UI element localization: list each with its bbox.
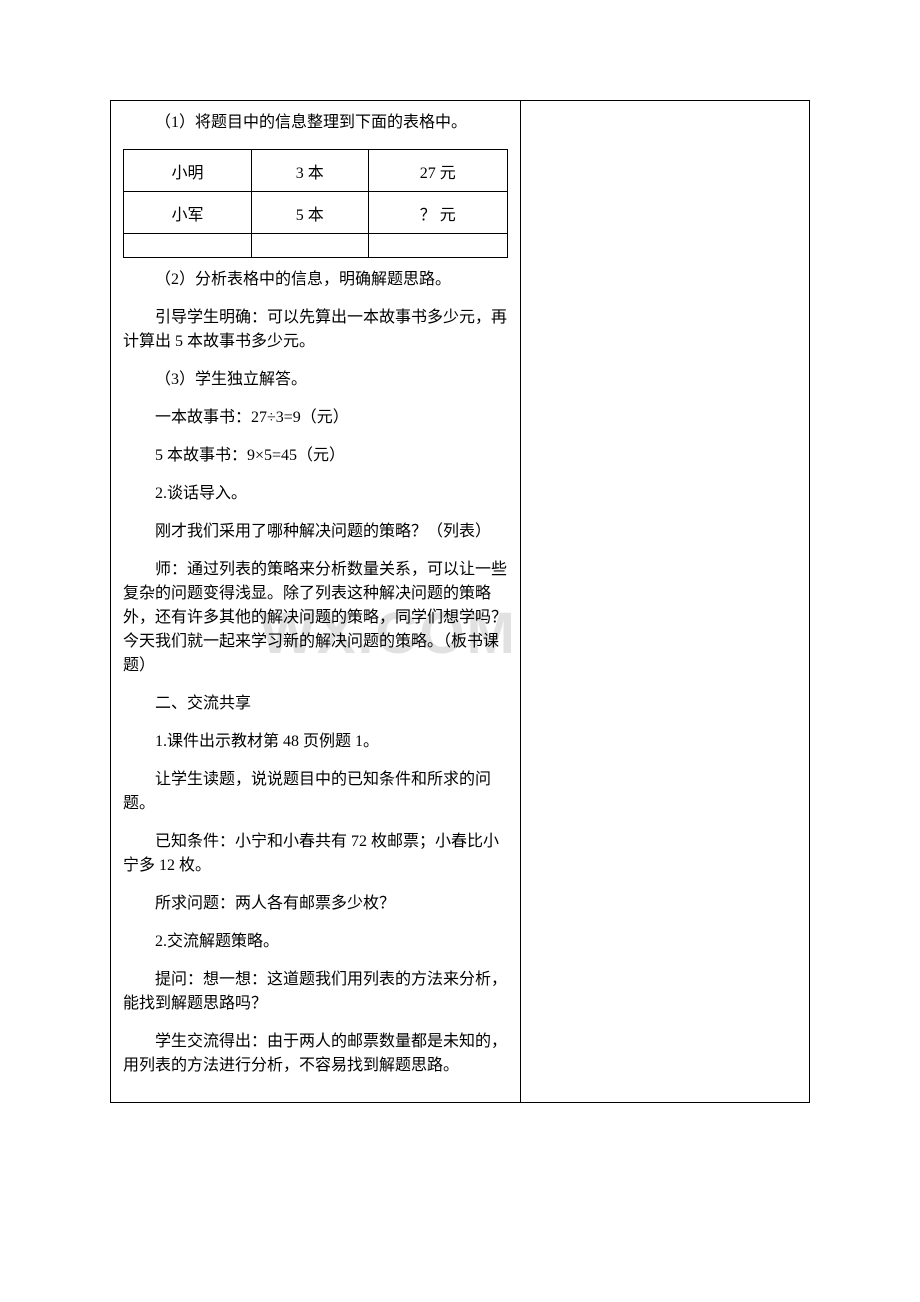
table-row: 小军 5 本 ？ 元 xyxy=(124,192,508,234)
table-cell: 小明 xyxy=(124,150,252,192)
table-cell: 5 本 xyxy=(252,192,369,234)
table-row xyxy=(124,234,508,258)
table-row: 小明 3 本 27 元 xyxy=(124,150,508,192)
page-container: WX.COM （1）将题目中的信息整理到下面的表格中。 小明 3 本 27 元 … xyxy=(0,0,920,1163)
paragraph-6: 5 本故事书：9×5=45（元） xyxy=(123,444,508,468)
paragraph-16: 提问：想一想：这道题我们用列表的方法来分析，能找到解题思路吗？ xyxy=(123,968,508,1016)
paragraph-17: 学生交流得出：由于两人的邮票数量都是未知的，用列表的方法进行分析，不容易找到解题… xyxy=(123,1030,508,1078)
right-empty-cell xyxy=(521,101,809,1102)
info-table: 小明 3 本 27 元 小军 5 本 ？ 元 xyxy=(123,149,508,258)
paragraph-14: 所求问题：两人各有邮票多少枚？ xyxy=(123,892,508,916)
table-cell xyxy=(252,234,369,258)
main-content-cell: （1）将题目中的信息整理到下面的表格中。 小明 3 本 27 元 小军 5 本 … xyxy=(111,101,521,1102)
paragraph-13: 已知条件：小宁和小春共有 72 枚邮票；小春比小宁多 12 枚。 xyxy=(123,830,508,878)
paragraph-3: 引导学生明确：可以先算出一本故事书多少元，再计算出 5 本故事书多少元。 xyxy=(123,306,508,354)
table-cell: 27 元 xyxy=(368,150,507,192)
table-cell xyxy=(124,234,252,258)
paragraph-15: 2.交流解题策略。 xyxy=(123,930,508,954)
paragraph-10: 二、交流共享 xyxy=(123,692,508,716)
paragraph-12: 让学生读题，说说题目中的已知条件和所求的问题。 xyxy=(123,768,508,816)
outer-table: （1）将题目中的信息整理到下面的表格中。 小明 3 本 27 元 小军 5 本 … xyxy=(110,100,810,1103)
content-wrapper: （1）将题目中的信息整理到下面的表格中。 小明 3 本 27 元 小军 5 本 … xyxy=(110,100,810,1103)
table-cell: ？ 元 xyxy=(368,192,507,234)
paragraph-5: 一本故事书：27÷3=9（元） xyxy=(123,406,508,430)
paragraph-4: （3）学生独立解答。 xyxy=(123,368,508,392)
paragraph-1: （1）将题目中的信息整理到下面的表格中。 xyxy=(123,111,508,135)
paragraph-2: （2）分析表格中的信息，明确解题思路。 xyxy=(123,268,508,292)
table-cell: 小军 xyxy=(124,192,252,234)
table-cell xyxy=(368,234,507,258)
paragraph-9: 师：通过列表的策略来分析数量关系，可以让一些复杂的问题变得浅显。除了列表这种解决… xyxy=(123,558,508,678)
paragraph-8: 刚才我们采用了哪种解决问题的策略？（列表） xyxy=(123,520,508,544)
table-cell: 3 本 xyxy=(252,150,369,192)
paragraph-11: 1.课件出示教材第 48 页例题 1。 xyxy=(123,730,508,754)
paragraph-7: 2.谈话导入。 xyxy=(123,482,508,506)
